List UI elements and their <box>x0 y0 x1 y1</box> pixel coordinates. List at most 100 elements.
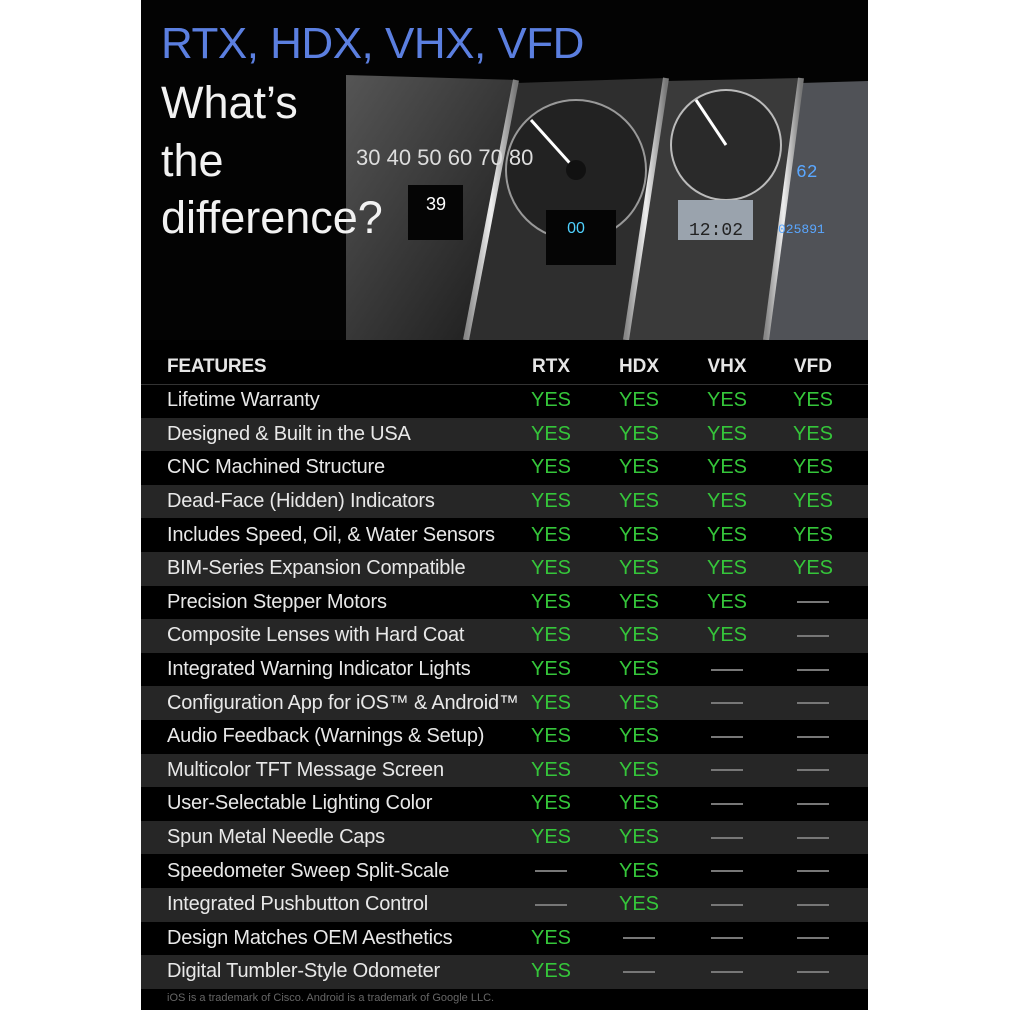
cell-vfd-none <box>783 854 843 888</box>
feature-label: BIM-Series Expansion Compatible <box>167 557 466 580</box>
svg-text:00: 00 <box>567 220 585 237</box>
table-row: BIM-Series Expansion Compatible YES YES YES… <box>141 552 868 586</box>
feature-label: Lifetime Warranty <box>167 389 320 412</box>
cell-vhx-none <box>697 720 757 754</box>
cell-rtx-yes: YES <box>530 826 572 849</box>
header-rtx: RTX <box>532 356 570 377</box>
dash-icon <box>711 702 743 705</box>
feature-label: Design Matches OEM Aesthetics <box>167 926 453 949</box>
cell-hdx-yes: YES <box>618 859 660 882</box>
table-row: CNC Machined Structure YES YES YES YES <box>141 451 868 485</box>
cell-vfd-none <box>783 821 843 855</box>
feature-label: Digital Tumbler-Style Odometer <box>167 960 440 983</box>
cell-vfd-none <box>783 686 843 720</box>
header-hdx: HDX <box>618 356 660 377</box>
cell-rtx-yes: YES <box>530 422 572 445</box>
title-line-1: What’s <box>161 77 298 128</box>
dash-icon <box>711 769 743 772</box>
table-row: Design Matches OEM Aesthetics YES <box>141 922 868 956</box>
cell-vhx-none <box>697 888 757 922</box>
svg-text:12:02: 12:02 <box>689 221 743 241</box>
feature-label: Multicolor TFT Message Screen <box>167 758 444 781</box>
dash-icon <box>711 937 743 940</box>
cell-vfd-yes: YES <box>792 557 834 580</box>
cell-vfd-none <box>783 922 843 956</box>
cell-rtx-yes: YES <box>530 658 572 681</box>
cell-vfd-yes: YES <box>792 389 834 412</box>
table-row: Speedometer Sweep Split-Scale YES <box>141 854 868 888</box>
feature-label: CNC Machined Structure <box>167 456 385 479</box>
table-row: Composite Lenses with Hard Coat YES YES YES <box>141 619 868 653</box>
table-row: Integrated Warning Indicator Lights YES YE… <box>141 653 868 687</box>
cell-hdx-yes: YES <box>618 725 660 748</box>
cell-hdx-yes: YES <box>618 826 660 849</box>
table-row: Spun Metal Needle Caps YES YES <box>141 820 868 855</box>
dash-icon <box>711 735 743 738</box>
feature-label: Integrated Pushbutton Control <box>167 893 429 916</box>
cell-vfd-none <box>783 619 843 653</box>
header-features: FEATURES <box>167 356 267 377</box>
cell-hdx-yes: YES <box>618 792 660 815</box>
cell-vhx-none <box>697 854 757 888</box>
dash-icon <box>711 802 743 805</box>
svg-text:39: 39 <box>426 194 446 214</box>
feature-label: Precision Stepper Motors <box>167 590 387 613</box>
feature-label: Integrated Warning Indicator Lights <box>167 658 471 681</box>
feature-label: Includes Speed, Oil, & Water Sensors <box>167 523 495 546</box>
cell-hdx-yes: YES <box>618 389 660 412</box>
cell-rtx-yes: YES <box>530 926 572 949</box>
hero-banner: 00 62 025891 12:02 39 30 40 50 60 70 80 … <box>141 0 868 340</box>
cell-hdx-yes: YES <box>618 523 660 546</box>
cell-rtx-yes: YES <box>530 960 572 983</box>
cell-hdx-yes: YES <box>618 758 660 781</box>
cell-rtx-yes: YES <box>530 456 572 479</box>
table-row: Multicolor TFT Message Screen YES YES <box>141 753 868 788</box>
table-row: Integrated Pushbutton Control YES <box>141 888 868 922</box>
cell-vhx-yes: YES <box>706 422 748 445</box>
cell-vfd-none <box>783 955 843 989</box>
dash-icon <box>711 970 743 973</box>
dashboard-photos: 00 62 025891 12:02 39 30 40 50 60 70 80 <box>346 75 868 340</box>
cell-vhx-yes: YES <box>706 557 748 580</box>
feature-label: Spun Metal Needle Caps <box>167 826 385 849</box>
table-row: User-Selectable Lighting Color YES YES <box>141 787 868 821</box>
cell-vfd-yes: YES <box>792 490 834 513</box>
dash-icon <box>711 903 743 906</box>
cell-vhx-yes: YES <box>706 624 748 647</box>
dash-icon <box>711 836 743 839</box>
cell-hdx-none <box>609 955 669 989</box>
cell-vfd-none <box>783 888 843 922</box>
cell-rtx-yes: YES <box>530 557 572 580</box>
cell-vhx-none <box>697 653 757 687</box>
cell-hdx-yes: YES <box>618 490 660 513</box>
cell-vfd-none <box>783 787 843 821</box>
title-line-2: the <box>161 135 224 186</box>
dash-icon <box>623 937 655 940</box>
dash-icon <box>797 769 829 772</box>
table-row: Designed & Built in the USA YES YES YES YES <box>141 417 868 452</box>
cell-vhx-none <box>697 922 757 956</box>
svg-text:30 40 50 60 70 80: 30 40 50 60 70 80 <box>356 145 533 170</box>
cell-hdx-yes: YES <box>618 624 660 647</box>
dash-icon <box>711 668 743 671</box>
cell-hdx-yes: YES <box>618 557 660 580</box>
dash-icon <box>535 903 567 906</box>
dash-icon <box>797 970 829 973</box>
svg-text:025891: 025891 <box>778 222 825 237</box>
table-row: Audio Feedback (Warnings & Setup) YES YES <box>141 720 868 754</box>
cell-rtx-none <box>521 888 581 922</box>
cell-rtx-yes: YES <box>530 691 572 714</box>
cell-vhx-yes: YES <box>706 490 748 513</box>
cell-rtx-yes: YES <box>530 725 572 748</box>
header-vhx: VHX <box>707 356 747 377</box>
cell-vhx-yes: YES <box>706 590 748 613</box>
cell-vhx-none <box>697 821 757 855</box>
table-row: Includes Speed, Oil, & Water Sensors YES Y… <box>141 518 868 552</box>
comparison-panel: 00 62 025891 12:02 39 30 40 50 60 70 80 … <box>141 0 868 1010</box>
title-line-3: difference? <box>161 192 383 243</box>
cell-hdx-yes: YES <box>618 422 660 445</box>
feature-label: Composite Lenses with Hard Coat <box>167 624 465 647</box>
cell-vhx-yes: YES <box>706 389 748 412</box>
cell-rtx-yes: YES <box>530 389 572 412</box>
dash-icon <box>623 970 655 973</box>
